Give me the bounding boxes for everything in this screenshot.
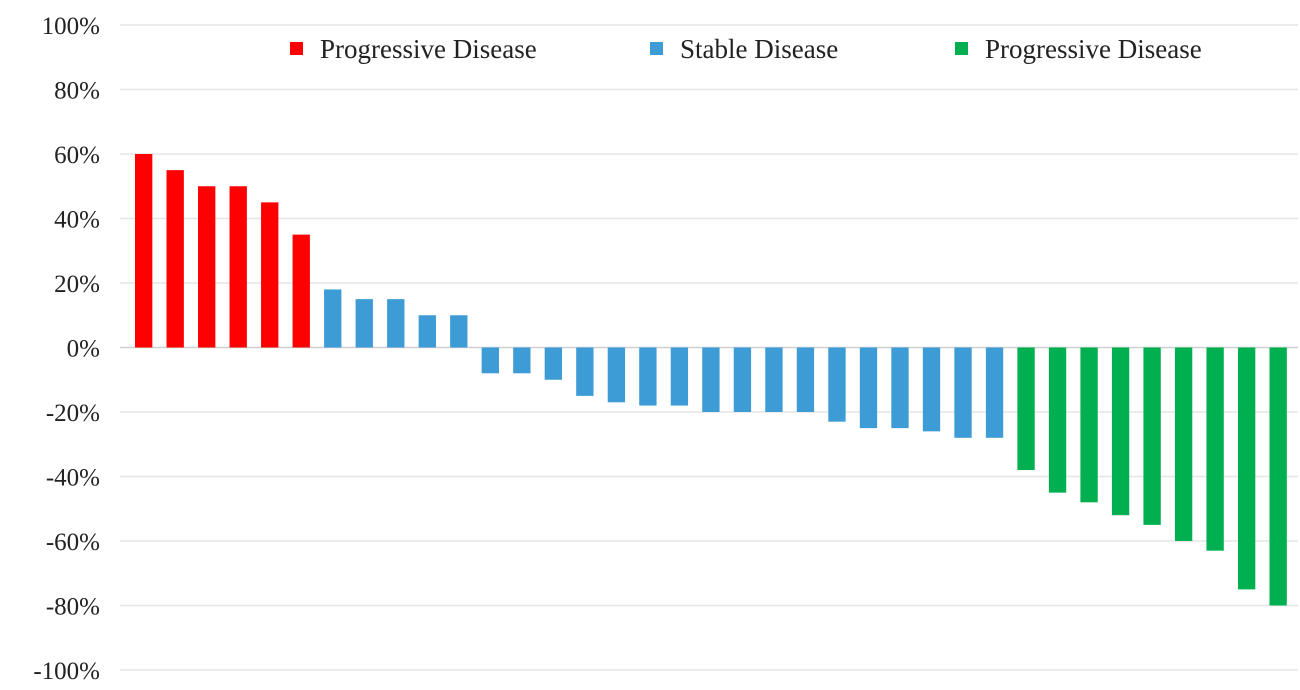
bar-series-2-8 [1269,347,1287,606]
bar-series-1-9 [607,347,626,403]
bar-series-2-0 [1017,347,1035,471]
bar-series-0-4 [261,202,279,348]
bar-series-1-12 [702,347,720,412]
bar-series-1-10 [639,347,657,406]
bar-series-1-14 [765,347,783,412]
bar-series-2-7 [1237,347,1256,590]
y-tick-label: 60% [54,142,100,169]
legend-label: Progressive Disease [985,34,1202,64]
bar-series-0-0 [135,154,153,348]
y-tick-label: 100% [42,13,100,40]
y-tick-label: -80% [46,594,100,621]
y-tick-label: 80% [54,78,100,105]
bar-series-2-4 [1143,347,1161,525]
legend-swatch [955,42,968,55]
y-tick-label: -20% [46,400,100,427]
bar-series-0-3 [229,186,247,348]
bar-series-1-19 [922,347,941,432]
bar-series-1-3 [418,315,436,348]
y-axis-tick-labels: 100% 80% 60% 40% 20% 0% -20% -40% -60% -80% -100% [33,13,100,685]
bar-series-1-2 [387,299,405,348]
bar-series-0-5 [292,234,310,348]
bar-series-1-6 [513,347,531,374]
y-tick-label: -40% [46,465,100,492]
bar-series-2-1 [1048,347,1067,493]
bar-series-0-1 [166,170,184,348]
bars [135,154,1287,606]
y-tick-label: -60% [46,529,100,556]
bar-series-1-4 [450,315,468,348]
y-tick-label: 20% [54,271,100,298]
legend-swatch [290,42,303,55]
bar-series-1-11 [670,347,689,406]
bar-series-1-20 [954,347,972,438]
bar-series-1-1 [355,299,373,348]
bar-series-2-5 [1174,347,1193,541]
y-tick-label: 40% [54,207,100,234]
bar-series-0-2 [198,186,216,348]
legend-swatch [650,42,663,55]
bar-series-1-7 [544,347,563,380]
bar-series-1-18 [891,347,909,429]
legend-label: Stable Disease [680,34,838,64]
y-tick-label: -100% [33,658,100,685]
y-tick-label: 0% [67,336,100,363]
bar-series-2-3 [1111,347,1130,516]
bar-series-1-5 [481,347,499,374]
bar-series-2-2 [1080,347,1098,503]
bar-series-1-13 [733,347,752,412]
bar-series-1-0 [324,289,342,348]
bar-series-1-21 [985,347,1004,438]
bar-series-1-8 [576,347,594,396]
legend-label: Progressive Disease [320,34,537,64]
bar-series-1-15 [796,347,815,412]
bar-series-1-17 [859,347,878,429]
bar-series-2-6 [1206,347,1224,551]
bar-series-1-16 [828,347,846,422]
legend: Progressive Disease Stable Disease Progres… [290,34,1202,64]
